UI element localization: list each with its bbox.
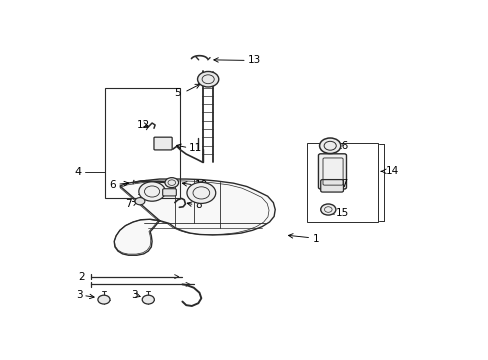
Circle shape <box>139 182 165 201</box>
Text: 14: 14 <box>386 166 399 176</box>
Circle shape <box>135 198 144 205</box>
Text: 17: 17 <box>335 179 348 189</box>
Circle shape <box>197 72 218 87</box>
FancyBboxPatch shape <box>320 180 343 192</box>
Text: 2: 2 <box>78 273 84 283</box>
Bar <box>306 143 377 222</box>
Text: 1: 1 <box>312 234 319 244</box>
Text: 4: 4 <box>75 167 82 177</box>
Polygon shape <box>114 179 275 255</box>
Circle shape <box>319 138 340 153</box>
Text: 10: 10 <box>194 180 207 190</box>
Text: 15: 15 <box>335 208 348 218</box>
Text: 3: 3 <box>131 291 138 301</box>
Text: 6: 6 <box>109 180 116 190</box>
Bar <box>104 88 180 198</box>
Text: 16: 16 <box>335 141 348 151</box>
Circle shape <box>164 177 178 188</box>
Text: 9: 9 <box>151 189 158 199</box>
Text: 13: 13 <box>247 55 260 66</box>
Circle shape <box>320 204 335 215</box>
FancyBboxPatch shape <box>318 154 346 189</box>
Text: 11: 11 <box>189 143 202 153</box>
Text: 5: 5 <box>174 88 180 98</box>
Text: 3: 3 <box>76 291 83 301</box>
Text: 7: 7 <box>124 199 131 209</box>
Circle shape <box>142 295 154 304</box>
FancyBboxPatch shape <box>154 137 172 150</box>
Circle shape <box>98 295 110 304</box>
Text: 8: 8 <box>195 201 202 210</box>
FancyBboxPatch shape <box>163 189 176 196</box>
Circle shape <box>186 183 215 203</box>
Text: 12: 12 <box>137 120 150 130</box>
